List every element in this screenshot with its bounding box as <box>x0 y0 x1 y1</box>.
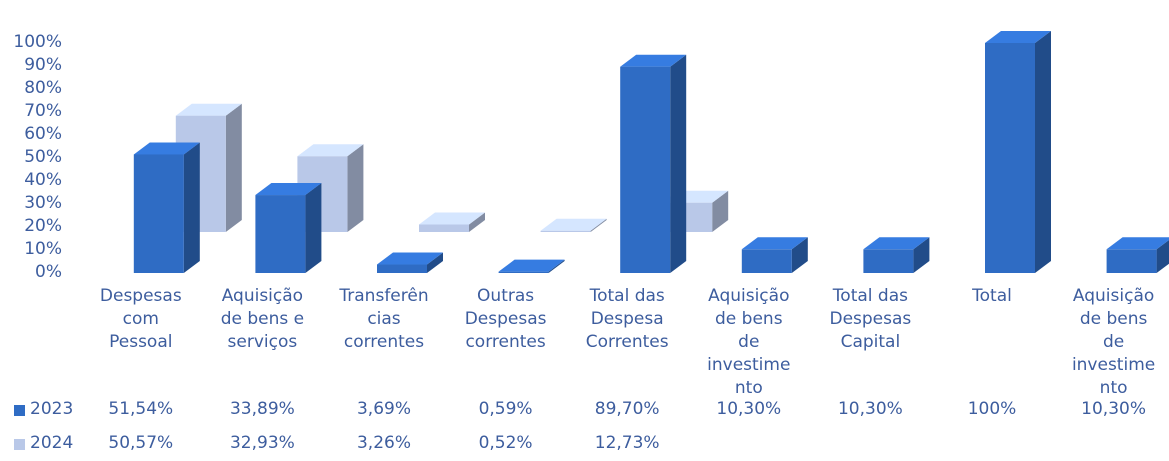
x-tick-label: Aquisição de bens de investimento <box>707 286 791 398</box>
legend-label: 2024 <box>30 433 74 453</box>
bar-side <box>1156 240 1169 273</box>
bar-side <box>548 259 565 273</box>
bar <box>133 154 184 273</box>
x-tick-label: Total das Despesas Capital <box>829 286 912 352</box>
bar-top <box>297 144 364 157</box>
bar-side <box>347 144 364 232</box>
bar-side <box>791 237 808 273</box>
bar <box>863 249 914 273</box>
bar <box>498 271 549 273</box>
data-label: 3,69% <box>356 399 411 419</box>
x-tick-label: Despesas com Pessoal <box>99 286 182 352</box>
y-tick-label: 70% <box>24 101 62 121</box>
data-label: 51,54% <box>108 399 174 419</box>
y-tick-label: 10% <box>24 239 62 259</box>
data-label: 0,52% <box>478 433 533 453</box>
bar-side <box>712 190 729 232</box>
x-tick-label: Transferências correntes <box>339 286 429 352</box>
bar-side <box>183 142 200 273</box>
bar-side <box>1035 31 1051 273</box>
bar-top <box>741 237 808 250</box>
x-tick-label: Aquisição de bens de investimento <box>1071 286 1156 398</box>
bar-top <box>540 218 607 231</box>
bar-top <box>175 103 242 116</box>
bar-top <box>498 259 565 272</box>
y-tick-label: 100% <box>13 32 62 52</box>
bar-side <box>225 103 242 233</box>
bar-side <box>305 183 322 273</box>
bar-side <box>427 252 443 273</box>
x-tick-label: Total <box>972 286 1012 306</box>
bar-side <box>913 237 930 273</box>
y-tick-label: 20% <box>24 216 62 236</box>
y-tick-label: 60% <box>24 124 62 144</box>
bar <box>741 249 792 273</box>
legend-swatch <box>14 405 25 416</box>
x-tick-label: Outras Despesas correntes <box>464 286 547 352</box>
bar <box>985 43 1035 273</box>
y-tick-label: 0% <box>35 262 62 282</box>
bar <box>255 195 306 273</box>
data-label: 10,30% <box>1081 399 1146 419</box>
data-label: 10,30% <box>716 399 782 419</box>
bar-top <box>377 252 443 265</box>
data-label: 32,93% <box>229 433 295 453</box>
x-tick-label: Aquisição de bens e serviços <box>220 286 305 352</box>
bar-top <box>255 183 322 196</box>
data-label: 89,70% <box>594 399 660 419</box>
data-label: 0,59% <box>478 399 533 419</box>
bar <box>620 66 671 273</box>
bar <box>1106 249 1157 273</box>
bar-top <box>133 142 200 155</box>
bar-side <box>590 218 607 232</box>
data-label: 12,73% <box>594 433 660 453</box>
bar-top <box>419 212 485 225</box>
bar-top <box>620 54 687 67</box>
y-tick-label: 50% <box>24 147 62 167</box>
x-tick-label: Total das Despesa Correntes <box>585 286 669 352</box>
legend-swatch <box>14 439 25 450</box>
data-label: 10,30% <box>837 399 903 419</box>
data-label: 33,89% <box>229 399 295 419</box>
y-tick-label: 90% <box>24 55 62 75</box>
bar-top <box>863 237 930 250</box>
data-label: 100% <box>967 399 1017 419</box>
bar-side <box>469 212 485 232</box>
bar <box>377 264 427 273</box>
legend-label: 2023 <box>30 399 74 419</box>
bar <box>419 224 469 232</box>
y-tick-label: 40% <box>24 170 62 190</box>
bar-top <box>985 31 1051 43</box>
bar-side <box>670 54 687 273</box>
data-label: 50,57% <box>108 433 174 453</box>
bar-top <box>1106 237 1169 250</box>
data-label: 3,26% <box>356 433 411 453</box>
bar <box>540 230 591 232</box>
y-tick-label: 80% <box>24 78 62 98</box>
y-tick-label: 30% <box>24 193 62 213</box>
